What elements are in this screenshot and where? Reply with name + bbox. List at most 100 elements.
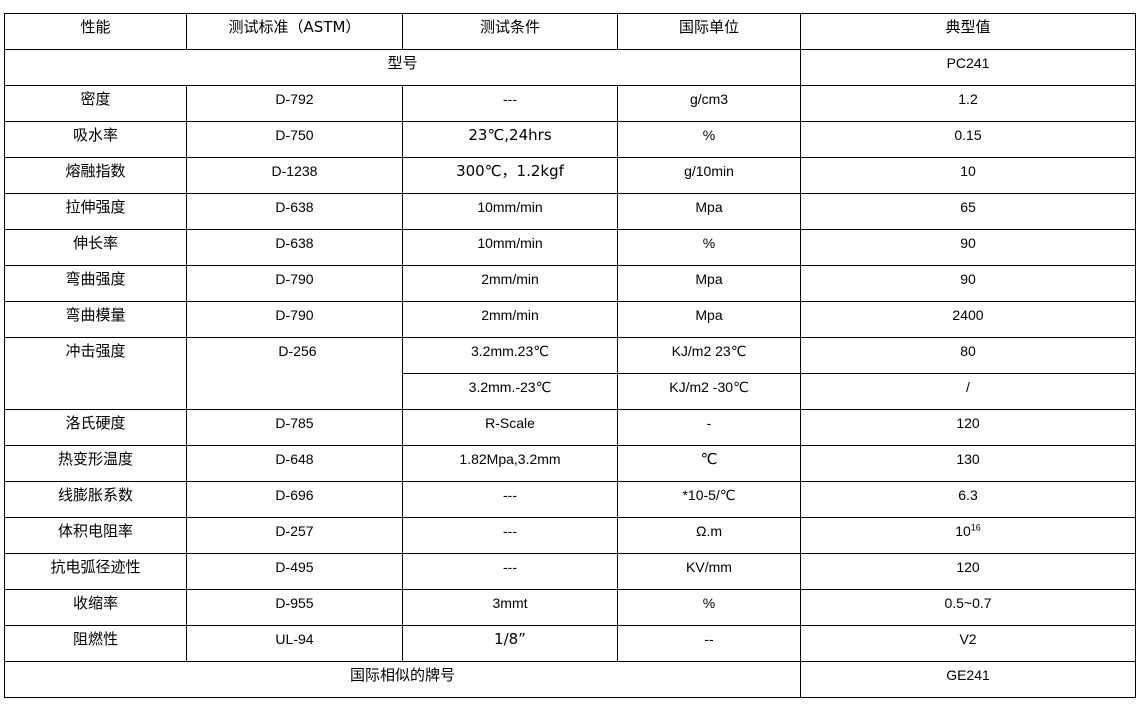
property-cell: 阻燃性 [4, 625, 187, 662]
condition-cell: 10mm/min [402, 193, 618, 230]
standard-cell: D-256 [186, 337, 403, 410]
condition-cell: --- [402, 481, 618, 518]
header-cell: 典型值 [800, 13, 1136, 50]
standard-cell: D-257 [186, 517, 403, 554]
unit-cell: -- [617, 625, 801, 662]
standard-cell: D-785 [186, 409, 403, 446]
value-cell: 80 [800, 337, 1136, 374]
property-cell: 熔融指数 [4, 157, 187, 194]
similar-grade-row: 国际相似的牌号 GE241 [4, 661, 1136, 698]
value-cell: V2 [800, 625, 1136, 662]
condition-cell: 1/8” [402, 625, 618, 662]
standard-cell: D-955 [186, 589, 403, 626]
property-cell: 弯曲强度 [4, 265, 187, 302]
table-row: 伸长率 D-638 10mm/min% 90 [4, 229, 1136, 266]
table-row: 弯曲强度 D-790 2mm/min Mpa 90 [4, 265, 1136, 302]
unit-cell: KJ/m2 -30℃ [617, 373, 801, 410]
table-row: 弯曲模量 D-790 2mm/min Mpa 2400 [4, 301, 1136, 338]
property-cell: 密度 [4, 85, 187, 122]
table-row: 阻燃性 UL-94 1/8” -- V2 [4, 625, 1136, 662]
standard-cell: UL-94 [186, 625, 403, 662]
standard-cell: D-1238 [186, 157, 403, 194]
condition-cell: 23℃,24hrs [402, 121, 618, 158]
unit-cell: KJ/m2 23℃ [617, 337, 801, 374]
value-base: 10 [955, 523, 971, 539]
unit-cell: ℃ [617, 445, 801, 482]
value-cell: 10 [800, 157, 1136, 194]
value-cell: 6.3 [800, 481, 1136, 518]
condition-cell: --- [402, 517, 618, 554]
condition-cell: 2mm/min [402, 265, 618, 302]
table-row: 熔融指数 D-1238 300℃，1.2kgf g/10min 10 [4, 157, 1136, 194]
condition-cell: 3.2mm.23℃ [402, 337, 618, 374]
condition-cell: 3.2mm.-23℃ [402, 373, 618, 410]
condition-cell: 10mm/min [402, 229, 618, 266]
unit-cell: Ω.m [617, 517, 801, 554]
property-cell: 伸长率 [4, 229, 187, 266]
property-cell: 拉伸强度 [4, 193, 187, 230]
unit-cell: % [617, 589, 801, 626]
condition-cell: 3mmt [402, 589, 618, 626]
header-cell: 测试标准（ASTM） [186, 13, 403, 50]
unit-cell: Mpa [617, 265, 801, 302]
table-row: 3.2mm.-23℃ KJ/m2 -30℃ / [5, 373, 1136, 410]
table-row: 线膨胀系数 D-696 --- *10-5/℃ 6.3 [4, 481, 1136, 518]
value-exponent: 16 [970, 522, 981, 533]
property-cell: 冲击强度 [4, 337, 187, 410]
unit-cell: *10-5/℃ [617, 481, 801, 518]
standard-cell: D-750 [186, 121, 403, 158]
value-cell: 130 [800, 445, 1136, 482]
property-cell: 热变形温度 [4, 445, 187, 482]
value-cell: 120 [800, 553, 1136, 590]
value-cell: 90 [800, 229, 1136, 266]
standard-cell: D-495 [186, 553, 403, 590]
condition-cell: R-Scale [402, 409, 618, 446]
standard-cell: D-648 [186, 445, 403, 482]
value-cell: 90 [800, 265, 1136, 302]
value-cell: 120 [800, 409, 1136, 446]
standard-cell: D-790 [186, 265, 403, 302]
value-cell: 1.2 [800, 85, 1136, 122]
header-cell: 国际单位 [617, 13, 801, 50]
property-cell: 线膨胀系数 [4, 481, 187, 518]
table-row: 体积电阻率 D-257 --- Ω.m 1016 [4, 517, 1136, 554]
value-cell: 1016 [800, 517, 1136, 554]
table-row: 收缩率 D-955 3mmt% 0.5~0.7 [4, 589, 1136, 626]
model-row: 型号 PC241 [4, 49, 1136, 86]
standard-cell: D-638 [186, 193, 403, 230]
header-row: 性能 测试标准（ASTM） 测试条件 国际单位 典型值 [4, 13, 1136, 50]
unit-cell: Mpa [617, 193, 801, 230]
standard-cell: D-792 [186, 85, 403, 122]
standard-cell: D-638 [186, 229, 403, 266]
condition-cell: --- [402, 553, 618, 590]
value-cell: / [800, 373, 1136, 410]
model-label: 型号 [4, 49, 801, 86]
table-row: 吸水率 D-750 23℃,24hrs% 0.15 [4, 121, 1136, 158]
property-cell: 弯曲模量 [4, 301, 187, 338]
unit-cell: - [617, 409, 801, 446]
standard-cell: D-790 [186, 301, 403, 338]
table-row: 洛氏硬度 D-785 R-Scale -120 [4, 409, 1136, 446]
condition-cell: --- [402, 85, 618, 122]
condition-cell: 300℃，1.2kgf [402, 157, 618, 194]
unit-cell: Mpa [617, 301, 801, 338]
table-row: 抗电弧径迹性 D-495 --- KV/mm 120 [4, 553, 1136, 590]
property-cell: 抗电弧径迹性 [4, 553, 187, 590]
property-cell: 洛氏硬度 [4, 409, 187, 446]
property-cell: 体积电阻率 [4, 517, 187, 554]
header-cell: 测试条件 [402, 13, 618, 50]
unit-cell: g/10min [617, 157, 801, 194]
table-row: 拉伸强度 D-638 10mm/min Mpa 65 [4, 193, 1136, 230]
condition-cell: 1.82Mpa,3.2mm [402, 445, 618, 482]
table-row: 热变形温度 D-648 1.82Mpa,3.2mm ℃ 130 [4, 445, 1136, 482]
value-cell: 65 [800, 193, 1136, 230]
value-cell: GE241 [800, 661, 1136, 698]
value-cell: 2400 [800, 301, 1136, 338]
value-cell: 0.5~0.7 [800, 589, 1136, 626]
unit-cell: % [617, 121, 801, 158]
unit-cell: % [617, 229, 801, 266]
value-cell: 0.15 [800, 121, 1136, 158]
label-cell: 国际相似的牌号 [4, 661, 801, 698]
table-row: 密度 D-792 --- g/cm3 1.2 [4, 85, 1136, 122]
condition-cell: 2mm/min [402, 301, 618, 338]
